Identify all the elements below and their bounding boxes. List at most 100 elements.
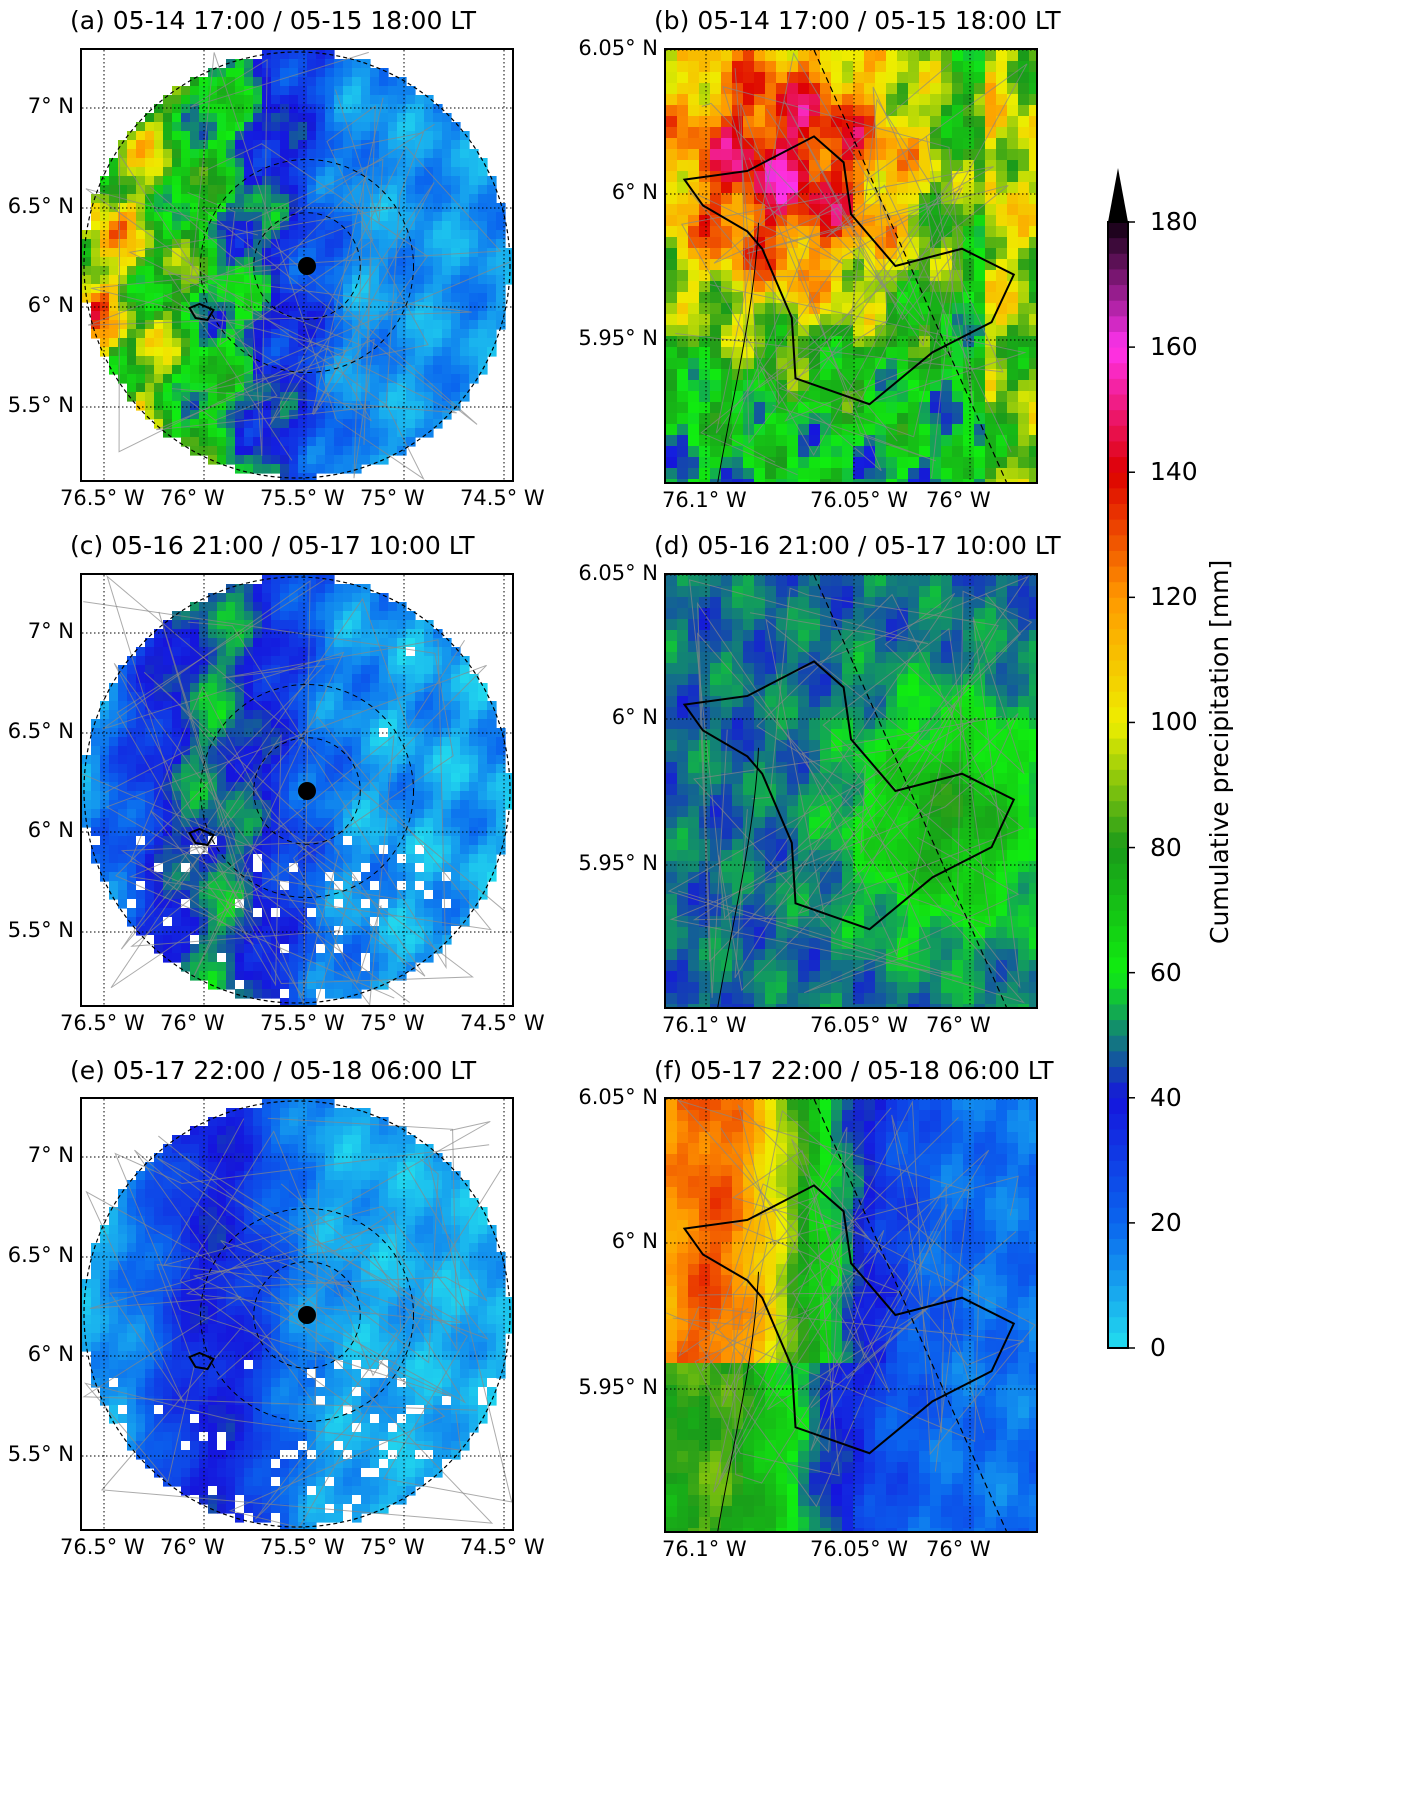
precip-cell [262, 836, 272, 846]
precip-cell [361, 122, 371, 132]
precip-cell [334, 647, 344, 657]
precip-cell [424, 764, 434, 774]
precip-cell [732, 314, 744, 326]
precip-cell [699, 94, 711, 106]
precip-cell [208, 620, 218, 630]
precip-cell [875, 347, 887, 359]
precip-cell [787, 424, 799, 436]
precip-cell [388, 374, 398, 384]
precip-cell [699, 479, 711, 482]
precip-cell [172, 629, 182, 639]
precip-cell [298, 149, 308, 159]
precip-cell [370, 446, 380, 456]
precip-cell [343, 221, 353, 231]
precip-cell [666, 127, 678, 139]
precip-cell [208, 944, 218, 954]
precip-cell [406, 167, 416, 177]
precip-cell [289, 68, 299, 78]
precip-cell [853, 457, 865, 469]
precip-cell [688, 358, 700, 370]
precip-cell [433, 728, 443, 738]
precip-cell [262, 926, 272, 936]
precip-cell [415, 302, 425, 312]
map-panel-c [80, 573, 514, 1007]
precip-cell [154, 782, 164, 792]
precip-cell [244, 275, 254, 285]
precip-cell [127, 827, 137, 837]
precip-cell [190, 800, 200, 810]
precip-cell [677, 149, 689, 161]
precip-cell [397, 104, 407, 114]
precip-cell [145, 293, 155, 303]
precip-cell [1029, 50, 1036, 62]
precip-cell [298, 926, 308, 936]
precip-cell [974, 336, 986, 348]
precip-cell [145, 266, 155, 276]
precip-cell [754, 83, 766, 95]
precip-cell [226, 194, 236, 204]
precip-cell [154, 638, 164, 648]
precip-cell [316, 365, 326, 375]
precip-cell [451, 374, 461, 384]
precip-cell [798, 61, 810, 73]
precip-cell [677, 83, 689, 95]
precip-cell [244, 374, 254, 384]
precip-cell [307, 437, 317, 447]
precip-cell [666, 292, 678, 304]
precip-cell [271, 230, 281, 240]
precip-cell [163, 365, 173, 375]
precip-cell [271, 629, 281, 639]
precip-cell [875, 61, 887, 73]
precip-cell [208, 437, 218, 447]
precip-cell [244, 962, 254, 972]
y-tick-label: 7° N [27, 619, 74, 643]
precip-cell [985, 127, 997, 139]
precip-cell [289, 908, 299, 918]
precip-cell [415, 410, 425, 420]
panel-title-d: (d) 05-16 21:00 / 05-17 10:00 LT [654, 531, 1061, 560]
precip-cell [415, 329, 425, 339]
precip-cell [217, 755, 227, 765]
precip-cell [930, 61, 942, 73]
precip-cell [181, 854, 191, 864]
precip-cell [289, 59, 299, 69]
precip-cell [743, 369, 755, 381]
precip-cell [172, 728, 182, 738]
precip-cell [831, 391, 843, 403]
precip-cell [352, 719, 362, 729]
precip-cell [875, 468, 887, 480]
precip-cell [415, 809, 425, 819]
precip-cell [424, 863, 434, 873]
precip-cell [370, 194, 380, 204]
precip-cell [217, 131, 227, 141]
precip-cell [469, 203, 479, 213]
precip-cell [91, 302, 101, 312]
precip-cell [325, 980, 335, 990]
precip-cell [217, 383, 227, 393]
precip-cell [370, 710, 380, 720]
precip-cell [379, 338, 389, 348]
x-tick-label: 75° W [360, 1011, 425, 1035]
precip-cell [831, 61, 843, 73]
precip-cell [163, 401, 173, 411]
precip-cell [244, 791, 254, 801]
precip-cell [343, 95, 353, 105]
precip-cell [100, 284, 110, 294]
precip-cell [677, 314, 689, 326]
precip-cell [469, 854, 479, 864]
precip-cell [271, 773, 281, 783]
precip-cell [262, 158, 272, 168]
precip-cell [136, 692, 146, 702]
precip-cell [226, 221, 236, 231]
precip-cell [262, 908, 272, 918]
precip-cell [776, 446, 788, 458]
precip-cell [127, 338, 137, 348]
precip-cell [235, 692, 245, 702]
precip-cell [253, 104, 263, 114]
precip-cell [875, 413, 887, 425]
precip-cell [379, 791, 389, 801]
precip-cell [919, 259, 931, 271]
precip-cell [721, 127, 733, 139]
precip-cell [343, 755, 353, 765]
precip-cell [253, 221, 263, 231]
